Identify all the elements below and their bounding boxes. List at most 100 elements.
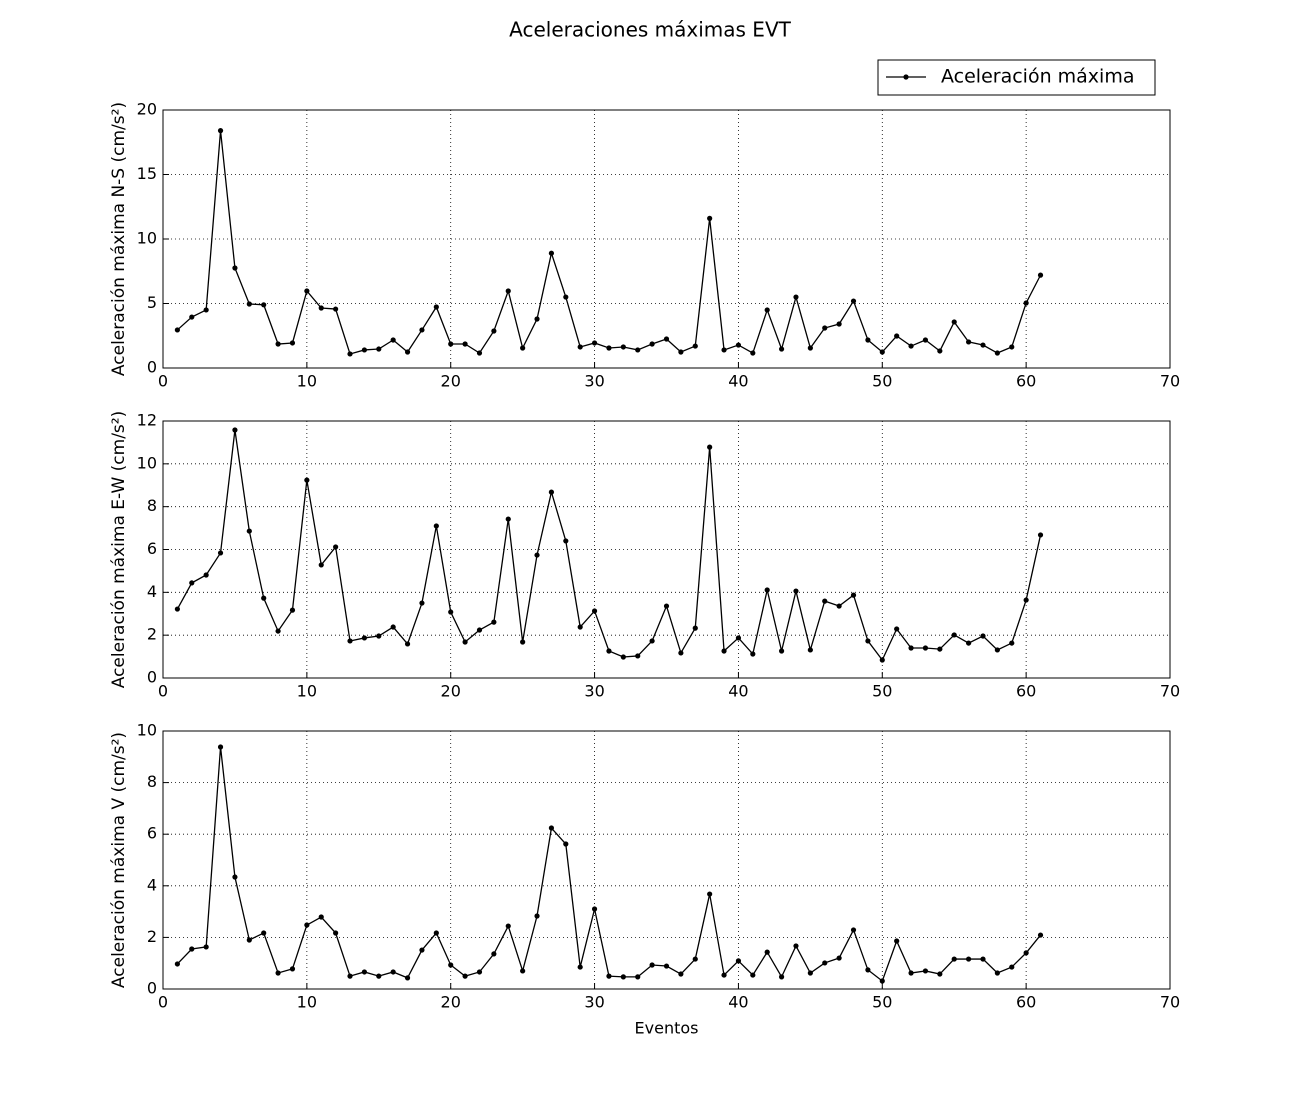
data-point — [289, 607, 296, 613]
data-point — [764, 307, 770, 313]
data-point — [1023, 597, 1029, 603]
data-point — [376, 633, 382, 639]
data-point — [879, 978, 885, 984]
data-point — [304, 477, 310, 483]
data-point — [620, 974, 626, 980]
data-point — [390, 624, 396, 630]
data-point — [865, 967, 871, 973]
x-tick-label: 10 — [297, 372, 317, 391]
data-point — [908, 343, 914, 349]
data-point — [476, 627, 483, 633]
data-point — [563, 294, 569, 300]
y-tick-label: 8 — [147, 772, 157, 791]
x-tick-label: 40 — [728, 993, 748, 1012]
data-point — [577, 964, 583, 970]
legend-marker — [903, 74, 909, 80]
plot-frame — [162, 730, 1171, 990]
data-point — [275, 628, 281, 634]
data-point — [577, 344, 583, 350]
data-point — [692, 625, 698, 631]
data-point — [520, 968, 526, 974]
data-point — [951, 319, 957, 325]
y-tick-label: 2 — [147, 927, 157, 946]
x-tick-label: 0 — [158, 993, 168, 1012]
data-point — [232, 427, 238, 433]
x-tick-label: 60 — [1016, 372, 1036, 391]
data-point — [894, 938, 900, 944]
data-point — [462, 341, 468, 347]
x-tick-label: 20 — [441, 993, 461, 1012]
x-tick-label: 10 — [297, 993, 317, 1012]
data-point — [491, 328, 497, 334]
data-point — [922, 645, 929, 651]
data-point — [390, 337, 396, 343]
x-tick-label: 10 — [297, 682, 317, 701]
data-point — [908, 645, 914, 651]
data-point — [894, 333, 900, 339]
data-point — [678, 349, 684, 355]
data-point — [951, 632, 957, 638]
y-tick-label: 4 — [147, 875, 157, 894]
x-tick-label: 60 — [1016, 993, 1036, 1012]
y-tick-label: 10 — [137, 721, 157, 740]
data-point — [980, 956, 986, 962]
data-point — [850, 298, 857, 304]
x-tick-label: 0 — [158, 682, 168, 701]
data-point — [404, 975, 411, 981]
data-point — [692, 956, 698, 962]
data-point — [361, 347, 367, 353]
x-tick-label: 0 — [158, 372, 168, 391]
data-point — [419, 327, 425, 333]
data-point — [189, 580, 195, 586]
data-point — [433, 930, 439, 936]
data-point — [361, 635, 367, 641]
data-point — [476, 969, 483, 975]
x-tick-label: 40 — [728, 372, 748, 391]
data-point — [318, 914, 324, 920]
data-point — [678, 650, 684, 656]
data-point — [217, 128, 224, 134]
x-tick-label: 50 — [872, 993, 892, 1012]
data-point — [894, 626, 900, 632]
data-point — [232, 874, 238, 880]
x-axis-label: Eventos — [635, 1019, 699, 1038]
data-point — [1023, 300, 1029, 306]
data-point — [591, 340, 598, 346]
data-point — [836, 955, 842, 961]
data-point — [606, 648, 612, 654]
data-point — [505, 516, 511, 522]
x-tick-label: 20 — [441, 372, 461, 391]
data-point — [333, 306, 339, 312]
data-point — [937, 348, 943, 354]
data-point — [591, 906, 598, 912]
data-point — [721, 648, 727, 654]
data-point — [217, 550, 224, 556]
data-point — [721, 347, 727, 353]
data-point — [606, 973, 612, 979]
y-tick-label: 5 — [147, 293, 157, 312]
data-point — [534, 913, 540, 919]
plot-frame — [162, 109, 1171, 369]
data-point — [404, 349, 411, 355]
data-point — [433, 523, 439, 529]
y-tick-label: 8 — [147, 496, 157, 515]
plot-frame — [162, 420, 1171, 679]
data-point — [304, 922, 310, 928]
data-point — [750, 972, 756, 978]
data-point — [620, 344, 626, 350]
data-point — [807, 345, 813, 351]
data-point — [721, 972, 727, 978]
data-point — [520, 639, 526, 645]
legend-box — [877, 59, 1156, 96]
x-tick-label: 30 — [584, 372, 604, 391]
data-point — [203, 307, 209, 313]
x-tick-label: 20 — [441, 682, 461, 701]
data-point — [591, 608, 598, 614]
y-axis-label: Aceleración máxima N-S (cm/s²) — [109, 102, 129, 376]
data-point — [232, 265, 238, 271]
data-point — [548, 825, 555, 831]
data-point — [649, 638, 655, 644]
data-point — [1037, 932, 1044, 938]
y-tick-label: 6 — [147, 539, 157, 558]
data-point — [275, 341, 281, 347]
